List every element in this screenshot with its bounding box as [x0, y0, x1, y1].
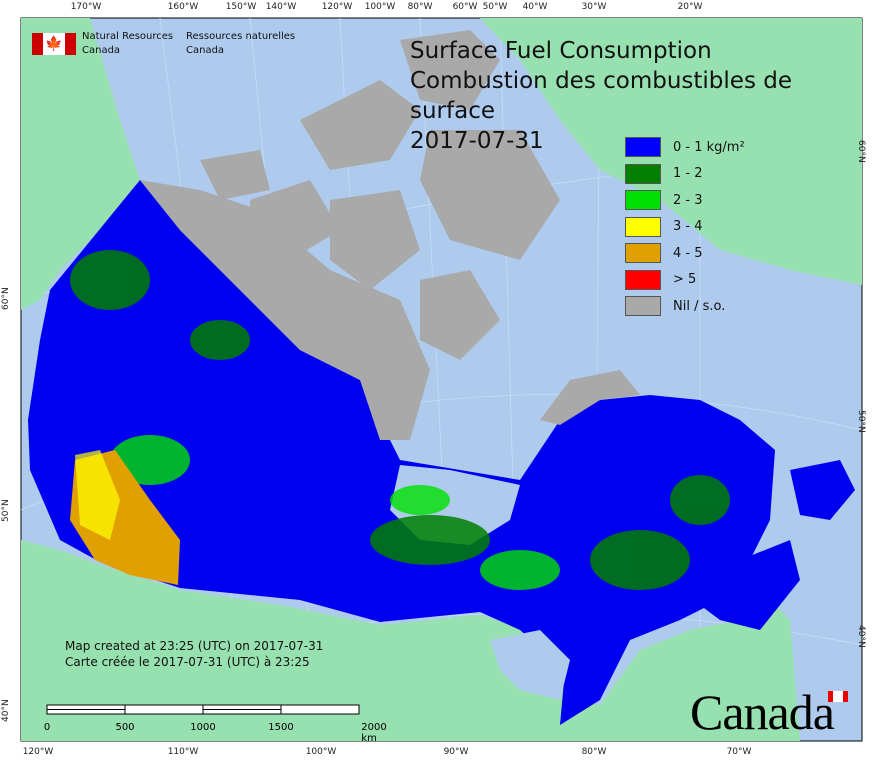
- lon-tick-top: 40°W: [522, 2, 548, 12]
- lat-tick-right: 50°N: [856, 410, 866, 433]
- legend-swatch: [625, 163, 661, 184]
- lon-tick-bottom: 70°W: [726, 747, 752, 757]
- scale-label: 500: [115, 722, 135, 733]
- legend-swatch: [625, 269, 661, 290]
- lon-tick-bottom: 90°W: [443, 747, 469, 757]
- lon-tick-top: 160°W: [167, 2, 199, 12]
- legend-label: 2 - 3: [673, 192, 703, 208]
- lon-tick-top: 170°W: [70, 2, 102, 12]
- canada-forest: [28, 180, 775, 725]
- legend-label: > 5: [673, 272, 697, 288]
- lon-tick-top: 80°W: [407, 2, 433, 12]
- alaska: [21, 18, 140, 310]
- arctic-islands: [200, 30, 560, 360]
- scale-bar-graphic: [46, 704, 360, 715]
- lat-tick-left: 60°N: [1, 287, 11, 310]
- legend-swatch: [625, 216, 661, 237]
- legend: 0 - 1 kg/m² 1 - 2 2 - 3 3 - 4 4 - 5 > 5 Nil / …: [625, 134, 745, 320]
- legend-item: 2 - 3: [625, 187, 745, 214]
- scale-label: 2000 km: [361, 722, 387, 744]
- canada-wordmark: Canada: [690, 683, 848, 741]
- legend-label: 0 - 1 kg/m²: [673, 139, 745, 155]
- legend-swatch: [625, 137, 661, 158]
- greenland: [480, 18, 862, 285]
- title-en: Surface Fuel Consumption: [410, 38, 712, 64]
- canada-flag-icon: 🍁: [32, 33, 76, 55]
- lat-tick-left: 40°N: [1, 699, 11, 722]
- map-title: Surface Fuel Consumption Combustion des …: [410, 36, 880, 156]
- legend-label: 4 - 5: [673, 245, 703, 261]
- lon-tick-bottom: 80°W: [581, 747, 607, 757]
- nil-nunavik: [540, 370, 640, 425]
- agency-fr-line2: Canada: [186, 45, 225, 56]
- lon-tick-bottom: 100°W: [305, 747, 337, 757]
- scale-label: 1500: [268, 722, 294, 733]
- lat-tick-right: 40°N: [856, 625, 866, 648]
- scale-label: 1000: [190, 722, 216, 733]
- wordmark-text: Canada: [690, 684, 835, 740]
- lon-tick-top: 60°W: [452, 2, 478, 12]
- legend-item: > 5: [625, 267, 745, 294]
- fuel-class-1-2: [70, 250, 730, 590]
- creation-stamp: Map created at 23:25 (UTC) on 2017-07-31…: [65, 638, 323, 670]
- legend-item: Nil / s.o.: [625, 293, 745, 320]
- legend-item: 1 - 2: [625, 161, 745, 188]
- lon-tick-bottom: 110°W: [167, 747, 199, 757]
- wordmark-flag-icon: [828, 691, 848, 702]
- lon-tick-top: 120°W: [321, 2, 353, 12]
- agency-en-line2: Canada: [82, 45, 121, 56]
- stamp-fr: Carte créée le 2017-07-31 (UTC) à 23:25: [65, 655, 310, 669]
- title-fr: Combustion des combustibles de surface: [410, 68, 792, 124]
- legend-item: 3 - 4: [625, 214, 745, 241]
- lon-tick-top: 150°W: [225, 2, 257, 12]
- legend-item: 4 - 5: [625, 240, 745, 267]
- legend-item: 0 - 1 kg/m²: [625, 134, 745, 161]
- lon-tick-top: 20°W: [677, 2, 703, 12]
- legend-swatch: [625, 243, 661, 264]
- lon-tick-top: 50°W: [482, 2, 508, 12]
- maritimes: [680, 540, 800, 630]
- lon-tick-top: 30°W: [581, 2, 607, 12]
- legend-swatch: [625, 190, 661, 211]
- lat-tick-left: 50°N: [1, 499, 11, 522]
- scale-label: 0: [43, 722, 51, 733]
- great-lakes: [490, 630, 570, 700]
- legend-label: 1 - 2: [673, 166, 703, 182]
- newfoundland: [790, 460, 855, 520]
- title-date: 2017-07-31: [410, 128, 544, 154]
- stamp-en: Map created at 23:25 (UTC) on 2017-07-31: [65, 639, 324, 653]
- agency-en-line1: Natural Resources: [82, 31, 174, 42]
- legend-swatch: [625, 296, 661, 317]
- agency-fr-line1: Ressources naturelles: [186, 31, 296, 42]
- fuel-class-3-4: [75, 450, 120, 540]
- nil-tundra: [140, 180, 430, 440]
- lon-tick-bottom: 120°W: [22, 747, 54, 757]
- lon-tick-top: 140°W: [265, 2, 297, 12]
- legend-label: Nil / s.o.: [673, 298, 726, 314]
- lon-tick-top: 100°W: [364, 2, 396, 12]
- legend-label: 3 - 4: [673, 219, 703, 235]
- usa: [21, 540, 800, 741]
